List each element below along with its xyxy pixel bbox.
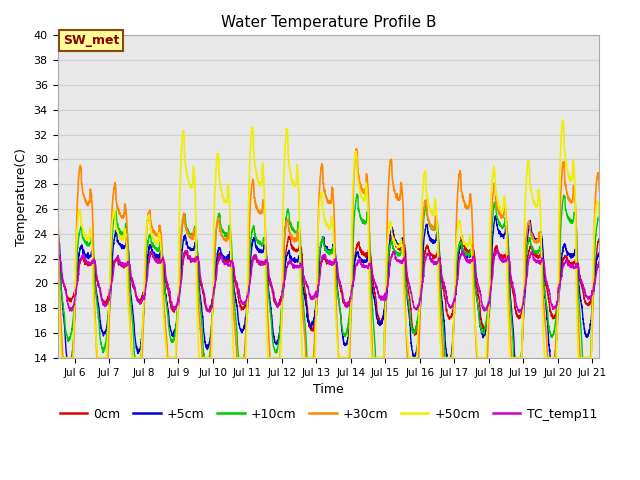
- +30cm: [148, 224, 156, 230]
- Line: +50cm: +50cm: [58, 120, 600, 358]
- Y-axis label: Temperature(C): Temperature(C): [15, 148, 28, 245]
- TC_temp11: [596, 261, 604, 266]
- +30cm: [353, 146, 360, 152]
- +5cm: [54, 229, 61, 235]
- +5cm: [262, 244, 269, 250]
- Legend: 0cm, +5cm, +10cm, +30cm, +50cm, TC_temp11: 0cm, +5cm, +10cm, +30cm, +50cm, TC_temp1…: [55, 403, 602, 426]
- 0cm: [585, 301, 593, 307]
- Title: Water Temperature Profile B: Water Temperature Profile B: [221, 15, 436, 30]
- 0cm: [527, 243, 534, 249]
- +10cm: [54, 242, 61, 248]
- +50cm: [58, 355, 65, 360]
- 0cm: [411, 332, 419, 338]
- TC_temp11: [54, 259, 61, 264]
- +50cm: [148, 231, 156, 237]
- +30cm: [54, 205, 61, 211]
- +10cm: [148, 240, 156, 246]
- 0cm: [262, 258, 269, 264]
- TC_temp11: [148, 250, 156, 255]
- Line: +5cm: +5cm: [58, 216, 600, 358]
- +10cm: [585, 355, 593, 360]
- +30cm: [59, 355, 67, 360]
- +30cm: [262, 228, 269, 234]
- +10cm: [596, 216, 604, 222]
- +30cm: [116, 209, 124, 215]
- +50cm: [596, 216, 604, 222]
- +5cm: [492, 213, 499, 219]
- +50cm: [559, 117, 566, 123]
- X-axis label: Time: Time: [313, 383, 344, 396]
- Line: TC_temp11: TC_temp11: [58, 250, 600, 312]
- 0cm: [115, 261, 123, 267]
- TC_temp11: [285, 261, 292, 266]
- +5cm: [116, 241, 124, 247]
- 0cm: [148, 248, 156, 253]
- +10cm: [115, 226, 123, 232]
- TC_temp11: [527, 249, 534, 255]
- +50cm: [262, 268, 269, 274]
- Line: 0cm: 0cm: [58, 232, 600, 335]
- +5cm: [148, 248, 156, 253]
- TC_temp11: [493, 247, 500, 253]
- +50cm: [116, 235, 124, 241]
- +50cm: [54, 221, 61, 227]
- +30cm: [585, 355, 593, 360]
- +30cm: [285, 226, 293, 231]
- Text: SW_met: SW_met: [63, 34, 119, 47]
- TC_temp11: [585, 294, 593, 300]
- +10cm: [285, 210, 293, 216]
- TC_temp11: [515, 310, 523, 315]
- 0cm: [285, 235, 292, 240]
- Line: +10cm: +10cm: [58, 194, 600, 358]
- +30cm: [527, 230, 534, 236]
- +10cm: [353, 191, 361, 197]
- +5cm: [596, 251, 604, 256]
- +5cm: [527, 221, 534, 227]
- +10cm: [131, 355, 139, 360]
- +5cm: [63, 355, 71, 360]
- +50cm: [285, 161, 293, 167]
- 0cm: [54, 260, 61, 266]
- +50cm: [585, 355, 593, 360]
- 0cm: [596, 236, 604, 242]
- +5cm: [585, 330, 593, 336]
- Line: +30cm: +30cm: [58, 149, 600, 358]
- +50cm: [527, 183, 534, 189]
- TC_temp11: [115, 259, 123, 264]
- +10cm: [262, 242, 269, 248]
- +30cm: [596, 189, 604, 194]
- TC_temp11: [262, 260, 269, 266]
- +5cm: [285, 247, 293, 253]
- +10cm: [527, 243, 534, 249]
- 0cm: [389, 229, 397, 235]
